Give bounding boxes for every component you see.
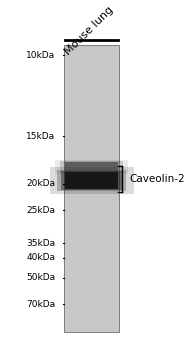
Bar — [65, 162, 118, 172]
Bar — [55, 160, 128, 174]
Text: 25kDa: 25kDa — [27, 206, 55, 215]
Bar — [57, 170, 126, 191]
Text: 35kDa: 35kDa — [26, 239, 55, 248]
Text: 70kDa: 70kDa — [26, 300, 55, 309]
Bar — [61, 171, 122, 190]
Text: 50kDa: 50kDa — [26, 273, 55, 282]
Bar — [65, 172, 118, 189]
Bar — [50, 167, 134, 194]
Text: 40kDa: 40kDa — [27, 253, 55, 262]
Text: Caveolin-2: Caveolin-2 — [129, 174, 185, 184]
Text: 20kDa: 20kDa — [27, 179, 55, 188]
Text: 10kDa: 10kDa — [26, 51, 55, 60]
Text: 15kDa: 15kDa — [26, 132, 55, 140]
Bar — [64, 46, 120, 332]
Bar — [60, 161, 123, 173]
Text: Mouse lung: Mouse lung — [63, 4, 115, 56]
